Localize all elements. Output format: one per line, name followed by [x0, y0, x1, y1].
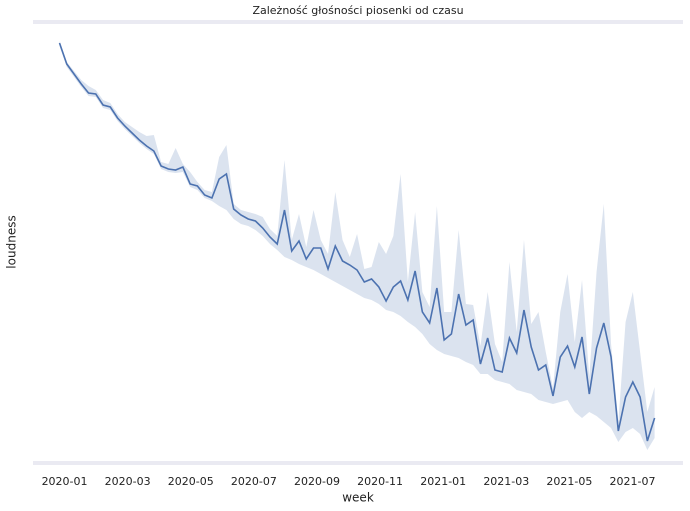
x-tick-label: 2020-01	[42, 475, 88, 488]
series-line	[58, 42, 656, 442]
x-tick-label: 2021-07	[610, 475, 656, 488]
x-axis-label: week	[342, 491, 374, 505]
x-tick-label: 2020-07	[231, 475, 277, 488]
chart-title: Zależność głośności piosenki od czasu	[252, 4, 463, 17]
x-tick-label: 2021-05	[546, 475, 592, 488]
x-tick-label: 2021-01	[420, 475, 466, 488]
y-axis-label: loudness	[5, 215, 19, 268]
x-tick-label: 2020-11	[357, 475, 403, 488]
x-tick-label: 2020-05	[168, 475, 214, 488]
x-tick-label: 2020-09	[294, 475, 340, 488]
plot-area	[33, 22, 683, 462]
confidence-band	[59, 41, 655, 450]
plot-edge	[33, 461, 683, 465]
x-tick-label: 2021-03	[483, 475, 529, 488]
plot-edge	[33, 20, 683, 24]
x-tick-label: 2020-03	[105, 475, 151, 488]
